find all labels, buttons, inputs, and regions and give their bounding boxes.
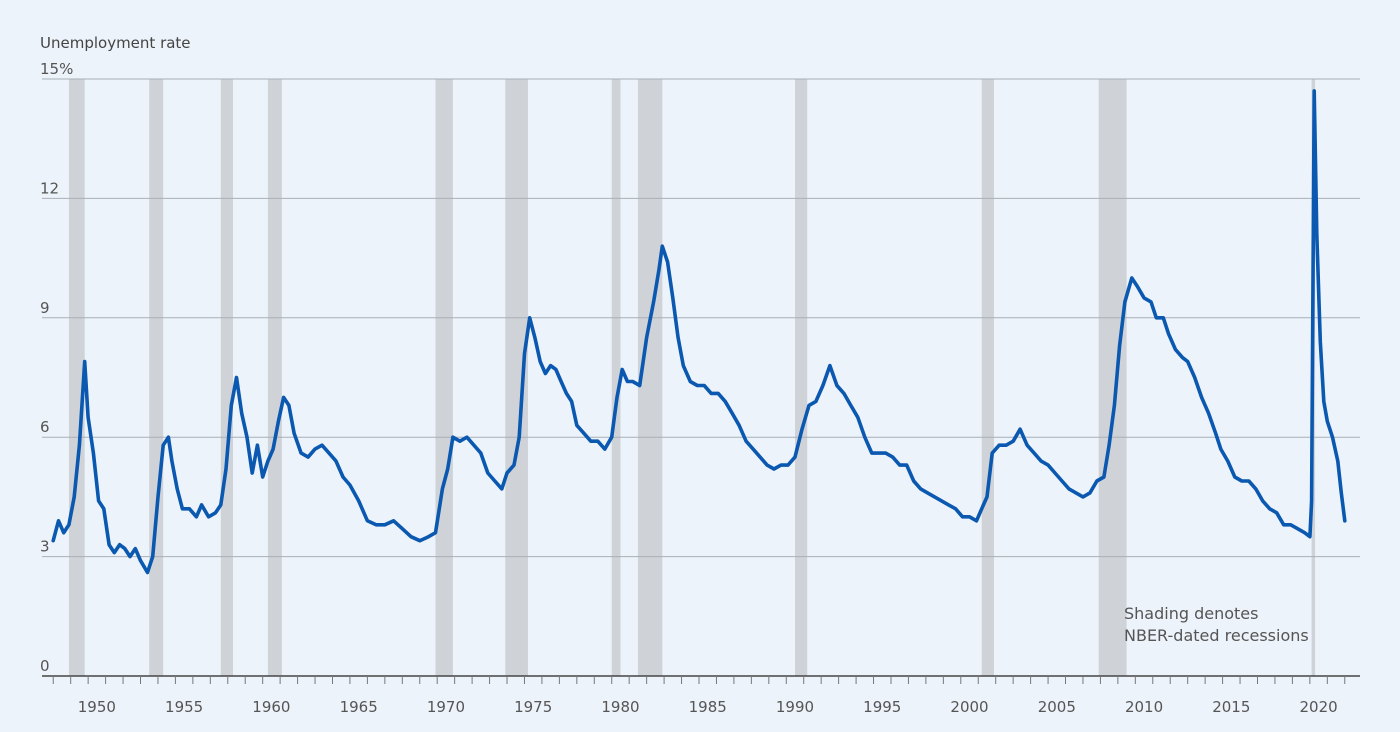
unemployment-series-line <box>51 89 1347 575</box>
x-axis: 1950 1955 1960 1965 1970 1975 1980 1985 1990 1995… <box>42 675 1360 716</box>
y-tick-label: 12 <box>40 179 59 197</box>
x-tick-label: 2005 <box>1038 698 1076 716</box>
x-tick-label: 2020 <box>1299 698 1337 716</box>
y-tick-label: 15% <box>40 60 73 78</box>
y-tick-label: 9 <box>40 299 50 317</box>
series-group <box>51 89 1347 575</box>
x-tick-label: 1985 <box>689 698 727 716</box>
recession-band <box>794 79 808 676</box>
x-tick-label: 1980 <box>601 698 639 716</box>
grid-lines <box>42 78 1360 558</box>
annotation-line-1: Shading denotes <box>1124 604 1258 623</box>
x-tick-label: 2015 <box>1212 698 1250 716</box>
recession-band <box>220 79 234 676</box>
y-tick-label: 6 <box>40 418 50 436</box>
x-tick-label: 2000 <box>950 698 988 716</box>
y-axis-label: Unemployment rate <box>40 34 191 52</box>
recession-band <box>68 79 85 676</box>
recession-band <box>1098 79 1127 676</box>
x-tick-label: 2010 <box>1125 698 1163 716</box>
recession-band <box>981 79 994 676</box>
recession-band <box>505 79 528 676</box>
y-tick-label: 3 <box>40 538 50 556</box>
recession-annotation: Shading denotes NBER-dated recessions <box>1124 604 1309 645</box>
recession-band <box>435 79 453 676</box>
y-tick-labels: 15% 12 9 6 3 0 <box>40 60 73 675</box>
x-tick-label: 1965 <box>340 698 378 716</box>
x-tick-label: 1950 <box>78 698 116 716</box>
x-tick-label: 1970 <box>427 698 465 716</box>
x-tick-label: 1990 <box>776 698 814 716</box>
x-tick-label: 1995 <box>863 698 901 716</box>
recession-band <box>149 79 164 676</box>
y-tick-label: 0 <box>40 657 50 675</box>
recession-band <box>267 79 282 676</box>
x-tick-label: 1975 <box>514 698 552 716</box>
annotation-line-2: NBER-dated recessions <box>1124 626 1309 645</box>
recession-band <box>611 79 621 676</box>
x-tick-label: 1955 <box>165 698 203 716</box>
recession-bands <box>68 79 1316 676</box>
x-tick-label: 1960 <box>252 698 290 716</box>
